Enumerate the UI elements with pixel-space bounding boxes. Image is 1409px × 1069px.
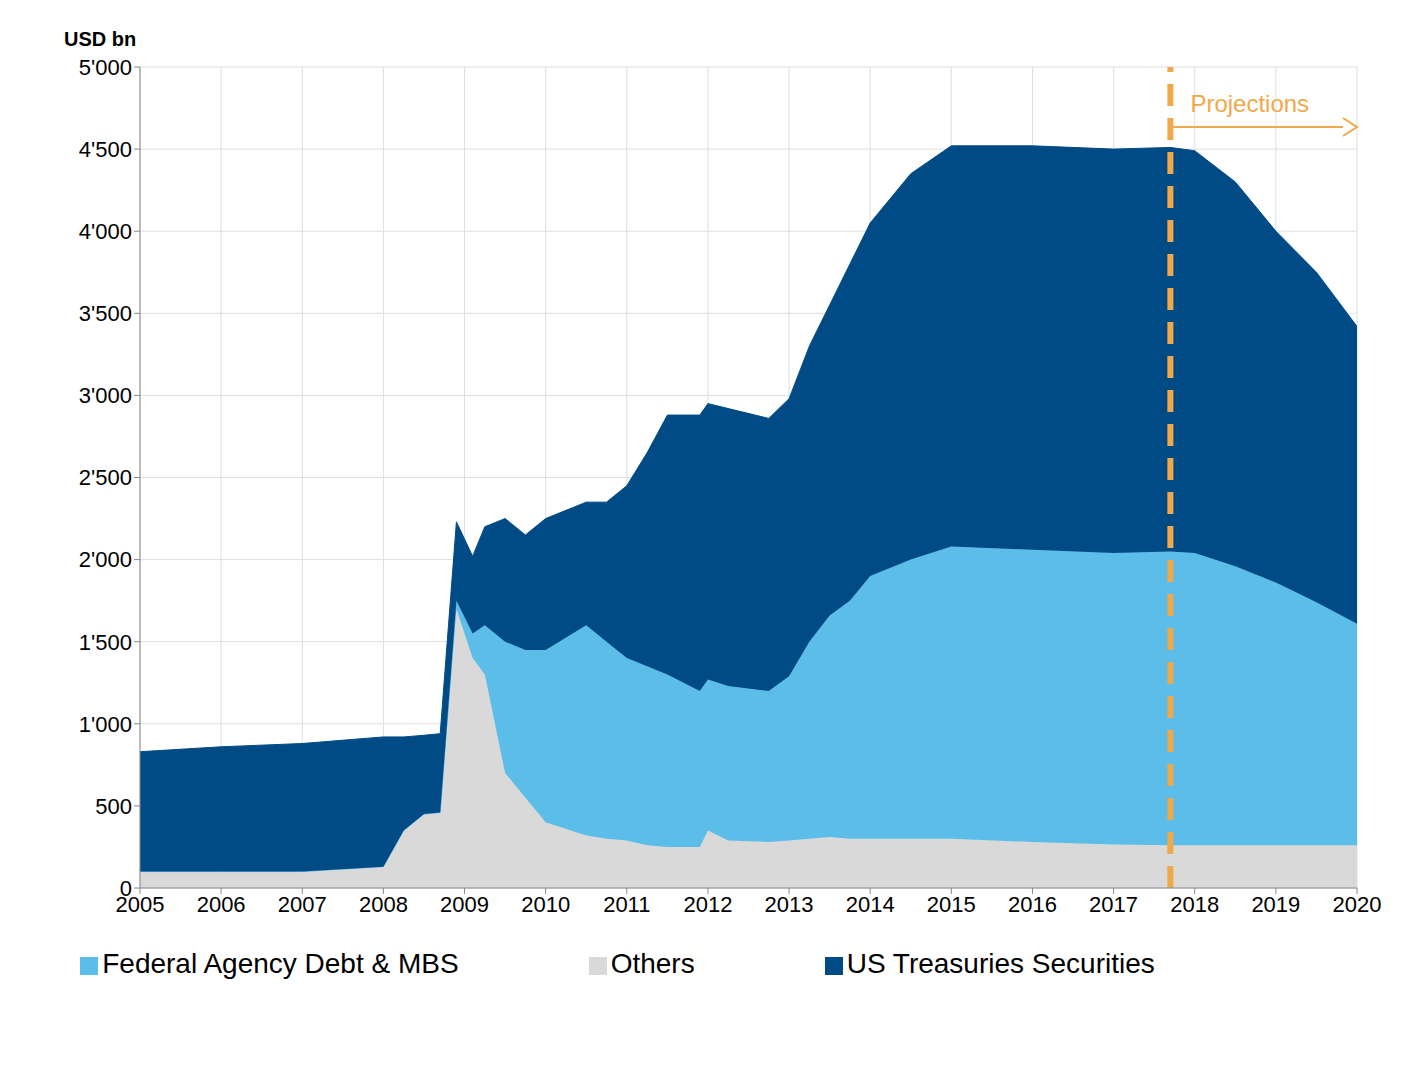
svg-text:2019: 2019 bbox=[1251, 892, 1300, 917]
svg-text:2011: 2011 bbox=[603, 892, 650, 917]
svg-text:2'000: 2'000 bbox=[79, 547, 132, 572]
svg-text:2013: 2013 bbox=[765, 892, 814, 917]
svg-text:2020: 2020 bbox=[1333, 892, 1382, 917]
svg-text:2018: 2018 bbox=[1170, 892, 1219, 917]
svg-text:500: 500 bbox=[95, 794, 132, 819]
svg-text:2008: 2008 bbox=[359, 892, 408, 917]
svg-text:2017: 2017 bbox=[1089, 892, 1138, 917]
svg-text:2015: 2015 bbox=[927, 892, 976, 917]
svg-text:2007: 2007 bbox=[278, 892, 327, 917]
svg-text:Projections: Projections bbox=[1190, 90, 1309, 117]
html-text:USD bn: USD bn bbox=[64, 28, 137, 50]
svg-text:4'000: 4'000 bbox=[79, 219, 132, 244]
svg-text:0: 0 bbox=[120, 876, 132, 901]
svg-text:2014: 2014 bbox=[846, 892, 895, 917]
svg-text:2012: 2012 bbox=[683, 892, 732, 917]
svg-text:2016: 2016 bbox=[1008, 892, 1057, 917]
svg-text:5'000: 5'000 bbox=[79, 55, 132, 80]
svg-text:2009: 2009 bbox=[440, 892, 489, 917]
svg-text:1'500: 1'500 bbox=[79, 630, 132, 655]
html-text:US Treasuries Securities: US Treasuries Securities bbox=[846, 948, 1155, 979]
html-text:Federal Agency Debt & MBS: Federal Agency Debt & MBS bbox=[102, 948, 459, 979]
svg-text:3'000: 3'000 bbox=[79, 383, 132, 408]
svg-text:2'500: 2'500 bbox=[79, 465, 132, 490]
svg-text:3'500: 3'500 bbox=[79, 301, 132, 326]
svg-text:2010: 2010 bbox=[521, 892, 570, 917]
html-text:Others: Others bbox=[610, 948, 695, 979]
svg-text:2005: 2005 bbox=[115, 891, 165, 917]
svg-text:4'500: 4'500 bbox=[79, 137, 132, 162]
svg-text:1'000: 1'000 bbox=[79, 712, 132, 737]
svg-text:2006: 2006 bbox=[197, 892, 246, 917]
